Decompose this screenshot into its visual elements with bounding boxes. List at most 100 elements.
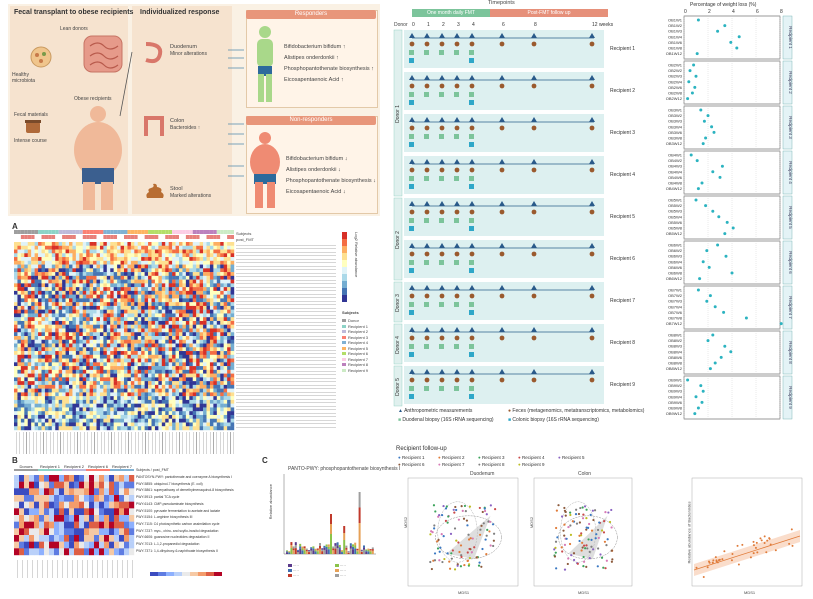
heatmap-cell <box>31 328 35 333</box>
heatmap-cell <box>137 336 142 340</box>
heatmap-cell <box>51 279 56 284</box>
heatmap-cell <box>27 305 32 310</box>
heatmap-cell <box>206 324 211 329</box>
weightloss-row-label: OB4W12 <box>666 186 683 191</box>
heatmap-cell <box>199 320 204 325</box>
heatmap-b-cell <box>99 515 105 522</box>
heatmap-cell <box>151 426 156 431</box>
mds-point <box>448 560 451 563</box>
heatmap-cell <box>51 366 56 371</box>
heatmap-cell <box>227 377 231 382</box>
heatmap-cell <box>168 290 173 295</box>
heatmap-b-cell <box>119 508 125 516</box>
heatmap-cell <box>165 354 169 359</box>
heatmap-cell <box>58 328 63 333</box>
weightloss-point <box>701 142 705 146</box>
weightloss-row-label: OB1W12 <box>666 51 683 56</box>
mds-point <box>438 559 441 562</box>
heatmap-cell <box>216 414 221 419</box>
heatmap-cell <box>41 396 46 401</box>
heatmap-cell <box>175 272 180 277</box>
mds-point <box>438 550 441 553</box>
heatmap-cell <box>185 384 190 389</box>
heatmap-cell <box>196 305 200 310</box>
heatmap-cell <box>175 283 180 288</box>
heatmap-cell <box>182 245 187 250</box>
heatmap-cell <box>20 302 25 307</box>
heatmap-b-cell <box>114 481 120 489</box>
heatmap-cell <box>206 245 211 250</box>
heatmap-cell <box>182 403 187 408</box>
heatmap-cell <box>113 309 118 314</box>
heatmap-cell <box>55 362 59 367</box>
heatmap-cell <box>209 290 214 295</box>
heatmap-cell <box>31 309 35 314</box>
post-fmt-bar-cell <box>120 235 124 239</box>
weightloss-point <box>708 367 712 371</box>
heatmap-cell <box>55 381 59 386</box>
heatmap-b-cell <box>54 541 60 549</box>
timeline-legend-text: Colonic biopsy (16S rRNA sequencing) <box>512 417 599 423</box>
post-fmt-bar-cell <box>113 235 118 239</box>
heatmap-cell <box>130 257 135 261</box>
bar-segment <box>314 550 317 552</box>
heatmap-cell <box>216 309 221 314</box>
heatmap-b-row-label: PWY-6143: CMP-pseudaminate biosynthesis <box>136 501 204 506</box>
recipient-row-bg <box>404 30 604 68</box>
weightloss-point <box>699 108 703 112</box>
mds-point <box>446 521 449 524</box>
heatmap-b-cell <box>14 541 20 549</box>
recipient-row-bg <box>404 114 604 152</box>
heatmap-cell <box>48 290 53 295</box>
heatmap-cell <box>168 414 173 419</box>
scale-b-step <box>206 572 214 576</box>
heatmap-cell <box>48 264 53 269</box>
heatmap-cell <box>137 305 142 310</box>
subject-bar-cell <box>206 230 210 234</box>
heatmap-cell <box>20 272 25 277</box>
heatmap-cell <box>192 313 197 318</box>
weightloss-point <box>711 209 715 213</box>
legend-item: Recipient 9 <box>342 368 382 374</box>
heatmap-cell <box>189 290 193 295</box>
heatmap-cell <box>62 347 66 352</box>
heatmap-cell <box>89 418 94 423</box>
heatmap-cell <box>137 388 142 393</box>
heatmap-cell <box>48 332 53 337</box>
heatmap-cell <box>161 245 166 250</box>
heatmap-cell <box>127 362 132 367</box>
weightloss-row-label: OB4W2 <box>668 158 683 163</box>
heatmap-cell <box>189 422 193 427</box>
heatmap-cell <box>27 347 32 352</box>
heatmap-cell <box>103 245 108 250</box>
heatmap-cell <box>168 257 173 261</box>
heatmap-cell <box>89 354 94 359</box>
heatmap-cell <box>48 418 53 423</box>
heatmap-cell <box>172 298 176 303</box>
heatmap-cell <box>134 336 138 340</box>
bar-segment <box>299 543 302 547</box>
heatmap-cell <box>120 418 125 423</box>
heatmap-cell <box>223 324 228 329</box>
bar-segment <box>332 550 335 554</box>
weightloss-group-label: Recipient 1 <box>788 26 793 49</box>
duodenal-biopsy-marker <box>439 302 444 307</box>
heatmap-cell <box>106 309 111 314</box>
heatmap-cell <box>165 324 169 329</box>
responder-item-3: Phosphopantothenate biosynthesis ↑ <box>284 66 374 72</box>
heatmap-cell <box>55 287 59 292</box>
heatmap-cell <box>72 253 77 258</box>
heatmap-cell <box>213 324 218 329</box>
heatmap-cell <box>27 426 32 431</box>
heatmap-cell <box>141 369 145 374</box>
mds-point <box>467 533 470 536</box>
heatmap-cell <box>213 320 218 325</box>
heatmap-cell <box>137 253 142 258</box>
week-tick-label: 0 <box>412 22 415 28</box>
heatmap-cell <box>230 369 235 374</box>
heatmap-cell <box>113 264 118 269</box>
heatmap-cell <box>82 377 87 382</box>
subject-bar-cell <box>41 230 45 234</box>
anthropometric-marker <box>589 159 595 164</box>
post-fmt-bar-cell <box>185 235 190 239</box>
